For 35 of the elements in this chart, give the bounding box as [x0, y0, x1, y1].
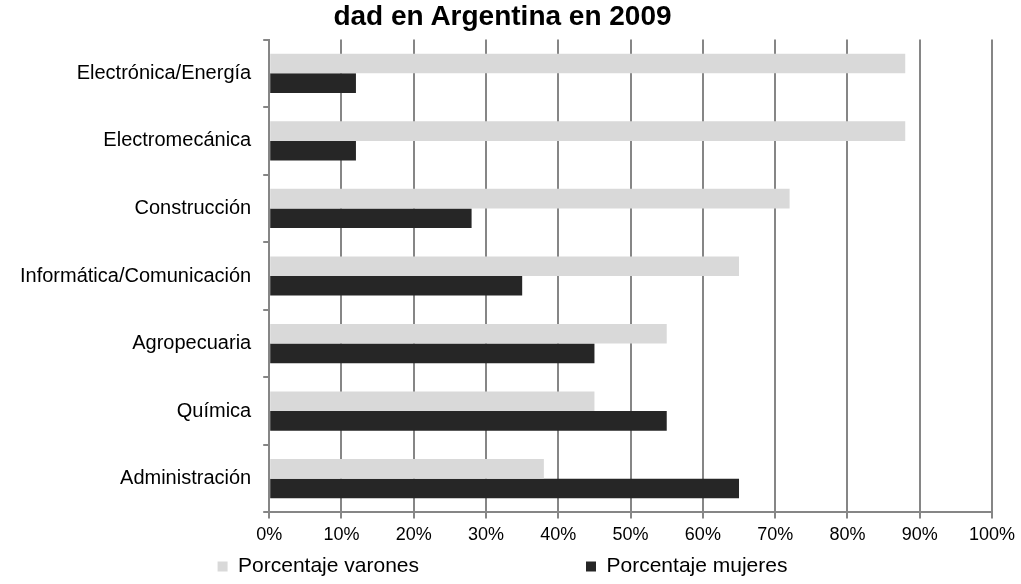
x-tick-label: 70%	[757, 524, 794, 545]
bar	[270, 53, 906, 74]
y-tick-label: Química	[176, 398, 253, 421]
x-tick-label: 90%	[901, 524, 938, 545]
bar	[270, 121, 906, 141]
bar	[270, 391, 595, 412]
bar	[270, 459, 544, 479]
y-tick-label: Construcción	[134, 195, 252, 218]
y-tick-label: Informática/Comunicación	[19, 263, 252, 286]
y-tick-label: Electromecánica	[103, 128, 253, 151]
bar	[270, 343, 595, 364]
y-tick-label: Administración	[120, 466, 252, 489]
bar	[270, 411, 667, 431]
x-tick-label: 80%	[829, 524, 866, 545]
x-tick-label: 60%	[684, 524, 721, 545]
bar	[270, 478, 740, 499]
x-tick-label: 10%	[323, 524, 360, 545]
bar	[270, 276, 523, 296]
bar	[270, 73, 356, 93]
y-tick-label: Agropecuaria	[132, 331, 253, 354]
legend-label: Porcentaje varones	[238, 553, 420, 577]
x-tick-label: 100%	[968, 524, 1015, 545]
legend-label: Porcentaje mujeres	[606, 553, 788, 577]
bar	[270, 323, 667, 344]
x-tick-label: 40%	[540, 524, 577, 545]
chart-title: dad en Argentina en 2009	[333, 0, 672, 31]
bar	[270, 208, 472, 229]
x-tick-label: 50%	[612, 524, 649, 545]
x-tick-label: 30%	[468, 524, 505, 545]
bar	[270, 188, 790, 209]
y-tick-label: Electrónica/Energía	[76, 60, 253, 83]
bar	[270, 140, 356, 161]
bar	[270, 256, 740, 276]
x-tick-label: 0%	[256, 524, 283, 545]
x-tick-label: 20%	[395, 524, 432, 545]
